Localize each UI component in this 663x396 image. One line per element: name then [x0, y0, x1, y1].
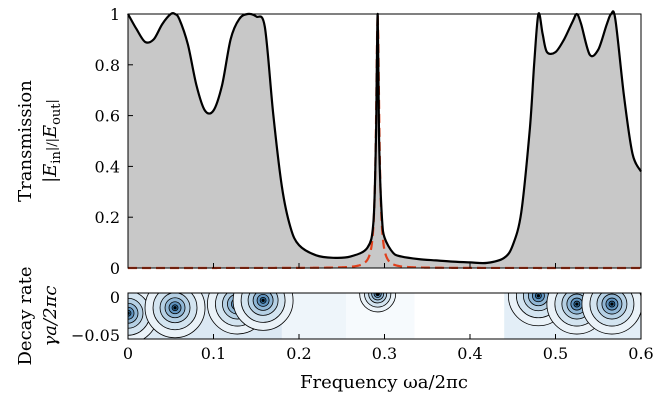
x-tick-label: 0: [123, 344, 133, 363]
transmission-plot: 0 0.2 0.4 0.6 0.8 1: [95, 5, 642, 278]
decay-rate-plot: 0−0.05 0 0.1 0.2 0.3 0.4 0.5 0.6: [71, 288, 654, 363]
pole-marker: [536, 294, 541, 298]
x-tick-label: 0.3: [372, 344, 397, 363]
decay-ylabel-line1: Decay rate: [15, 266, 36, 365]
transmission-ylabel-line1: Transmission: [15, 80, 36, 202]
y-tick-label: 0.4: [95, 157, 120, 176]
transmission-area: [128, 11, 641, 268]
y-tick-label: 0.2: [95, 208, 120, 227]
decay-ylabel: Decay rate: [15, 266, 36, 365]
x-tick-label: 0.6: [628, 344, 653, 363]
y-tick-label: 0.8: [95, 56, 120, 75]
pole-marker: [575, 302, 579, 306]
pole-marker: [376, 293, 380, 296]
decay-x-ticks: 0 0.1 0.2 0.3 0.4 0.5 0.6: [123, 334, 654, 363]
transmission-ylabel-math: |Ein|/|Eout|: [40, 99, 64, 183]
decay-contours: [128, 293, 641, 339]
transmission-x-tick-marks: [127, 263, 642, 268]
pole-contour: [232, 293, 294, 331]
pole-contour: [581, 293, 641, 335]
x-tick-label: 0.5: [543, 344, 568, 363]
x-tick-label: 0.2: [286, 344, 311, 363]
decay-y-tick-label: 0: [110, 288, 120, 307]
transmission-y-ticks: 0 0.2 0.4 0.6 0.8 1: [95, 5, 133, 278]
transmission-line: [127, 10, 642, 265]
y-tick-label: 0: [110, 259, 120, 278]
decay-ylabel-line2: γa/2πc: [40, 286, 61, 347]
pole-marker: [261, 298, 265, 302]
pole-contour: [128, 293, 159, 339]
pole-contour: [144, 293, 206, 339]
x-axis-label: Frequency ωa/2πc: [300, 372, 468, 393]
transmission-ylabel: Transmission: [15, 80, 36, 202]
decay-y-tick-label: −0.05: [71, 326, 120, 345]
pole-marker: [173, 306, 177, 310]
y-tick-label: 0.6: [95, 107, 120, 126]
pole-marker: [610, 302, 614, 306]
decay-y-ticks: 0 −0.05: [71, 288, 133, 345]
y-tick-label: 1: [110, 5, 120, 24]
decay-ylabel-math: γa/2πc: [40, 286, 61, 347]
transmission-ylabel-line2: |Ein|/|Eout|: [40, 99, 64, 183]
pole-contour: [359, 293, 397, 313]
x-tick-label: 0.4: [457, 344, 482, 363]
x-tick-label: 0.1: [201, 344, 226, 363]
